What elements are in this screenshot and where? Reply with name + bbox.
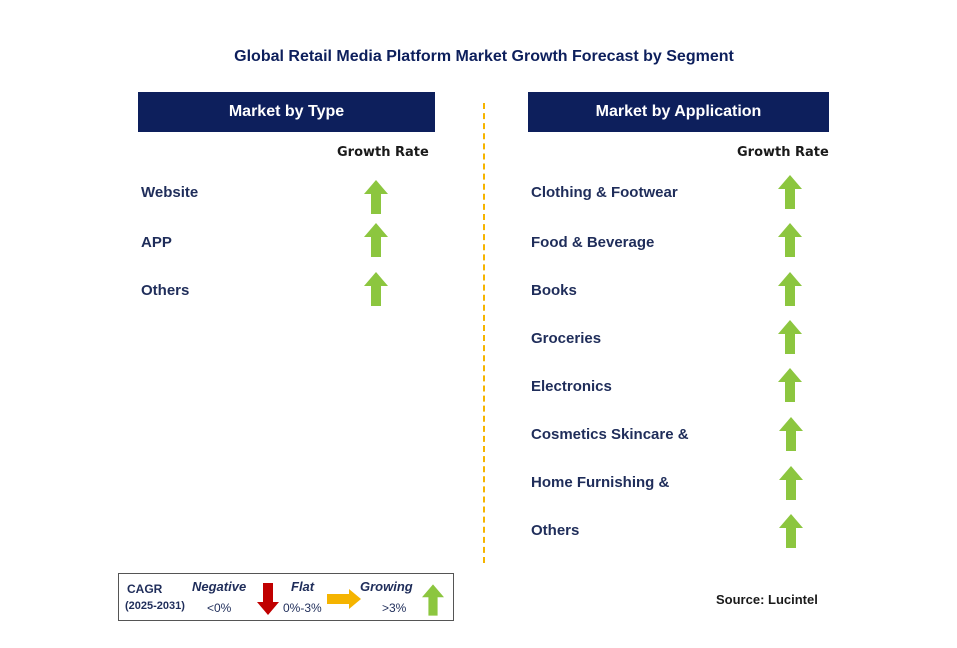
growing-arrow-icon xyxy=(364,223,388,257)
application-panel-header: Market by Application xyxy=(528,92,829,132)
page-title: Global Retail Media Platform Market Grow… xyxy=(234,48,734,65)
flat-arrow-icon xyxy=(327,589,361,609)
application-item-label: Others xyxy=(531,522,580,539)
legend-cagr-label: CAGR xyxy=(127,582,163,596)
cagr-legend: CAGR (2025-2031) Negative <0% Flat 0%-3%… xyxy=(118,573,454,621)
source-note: Source: Lucintel xyxy=(716,592,818,607)
application-growth-rate-header: Growth Rate xyxy=(737,145,829,160)
negative-arrow-icon xyxy=(257,583,279,615)
growing-arrow-icon xyxy=(778,175,802,209)
application-item-label: Cosmetics Skincare & xyxy=(531,426,689,443)
panel-divider xyxy=(483,103,485,563)
application-item-label: Home Furnishing & xyxy=(531,474,670,491)
type-item-label: APP xyxy=(141,234,172,251)
application-item-label: Electronics xyxy=(531,378,612,395)
type-item-label: Website xyxy=(141,184,199,201)
growing-arrow-icon xyxy=(779,514,803,548)
legend-growing-label: Growing xyxy=(360,579,413,594)
legend-period: (2025-2031) xyxy=(125,600,185,612)
growing-arrow-icon xyxy=(778,272,802,306)
application-item-label: Books xyxy=(531,282,577,299)
application-item-label: Clothing & Footwear xyxy=(531,184,678,201)
growing-arrow-icon xyxy=(779,417,803,451)
growing-arrow-icon xyxy=(422,584,444,616)
growing-arrow-icon xyxy=(778,223,802,257)
growing-arrow-icon xyxy=(364,272,388,306)
growing-arrow-icon xyxy=(779,466,803,500)
application-item-label: Food & Beverage xyxy=(531,234,655,251)
type-item-label: Others xyxy=(141,282,190,299)
legend-flat-range: 0%-3% xyxy=(283,601,322,615)
legend-flat-label: Flat xyxy=(291,579,315,594)
application-item-label: Groceries xyxy=(531,330,602,347)
growing-arrow-icon xyxy=(778,320,802,354)
legend-growing-range: >3% xyxy=(382,601,407,615)
legend-negative-label: Negative xyxy=(192,579,247,594)
growing-arrow-icon xyxy=(364,180,388,214)
growing-arrow-icon xyxy=(778,368,802,402)
type-panel-header: Market by Type xyxy=(138,92,435,132)
type-growth-rate-header: Growth Rate xyxy=(337,145,429,160)
legend-negative-range: <0% xyxy=(207,601,232,615)
